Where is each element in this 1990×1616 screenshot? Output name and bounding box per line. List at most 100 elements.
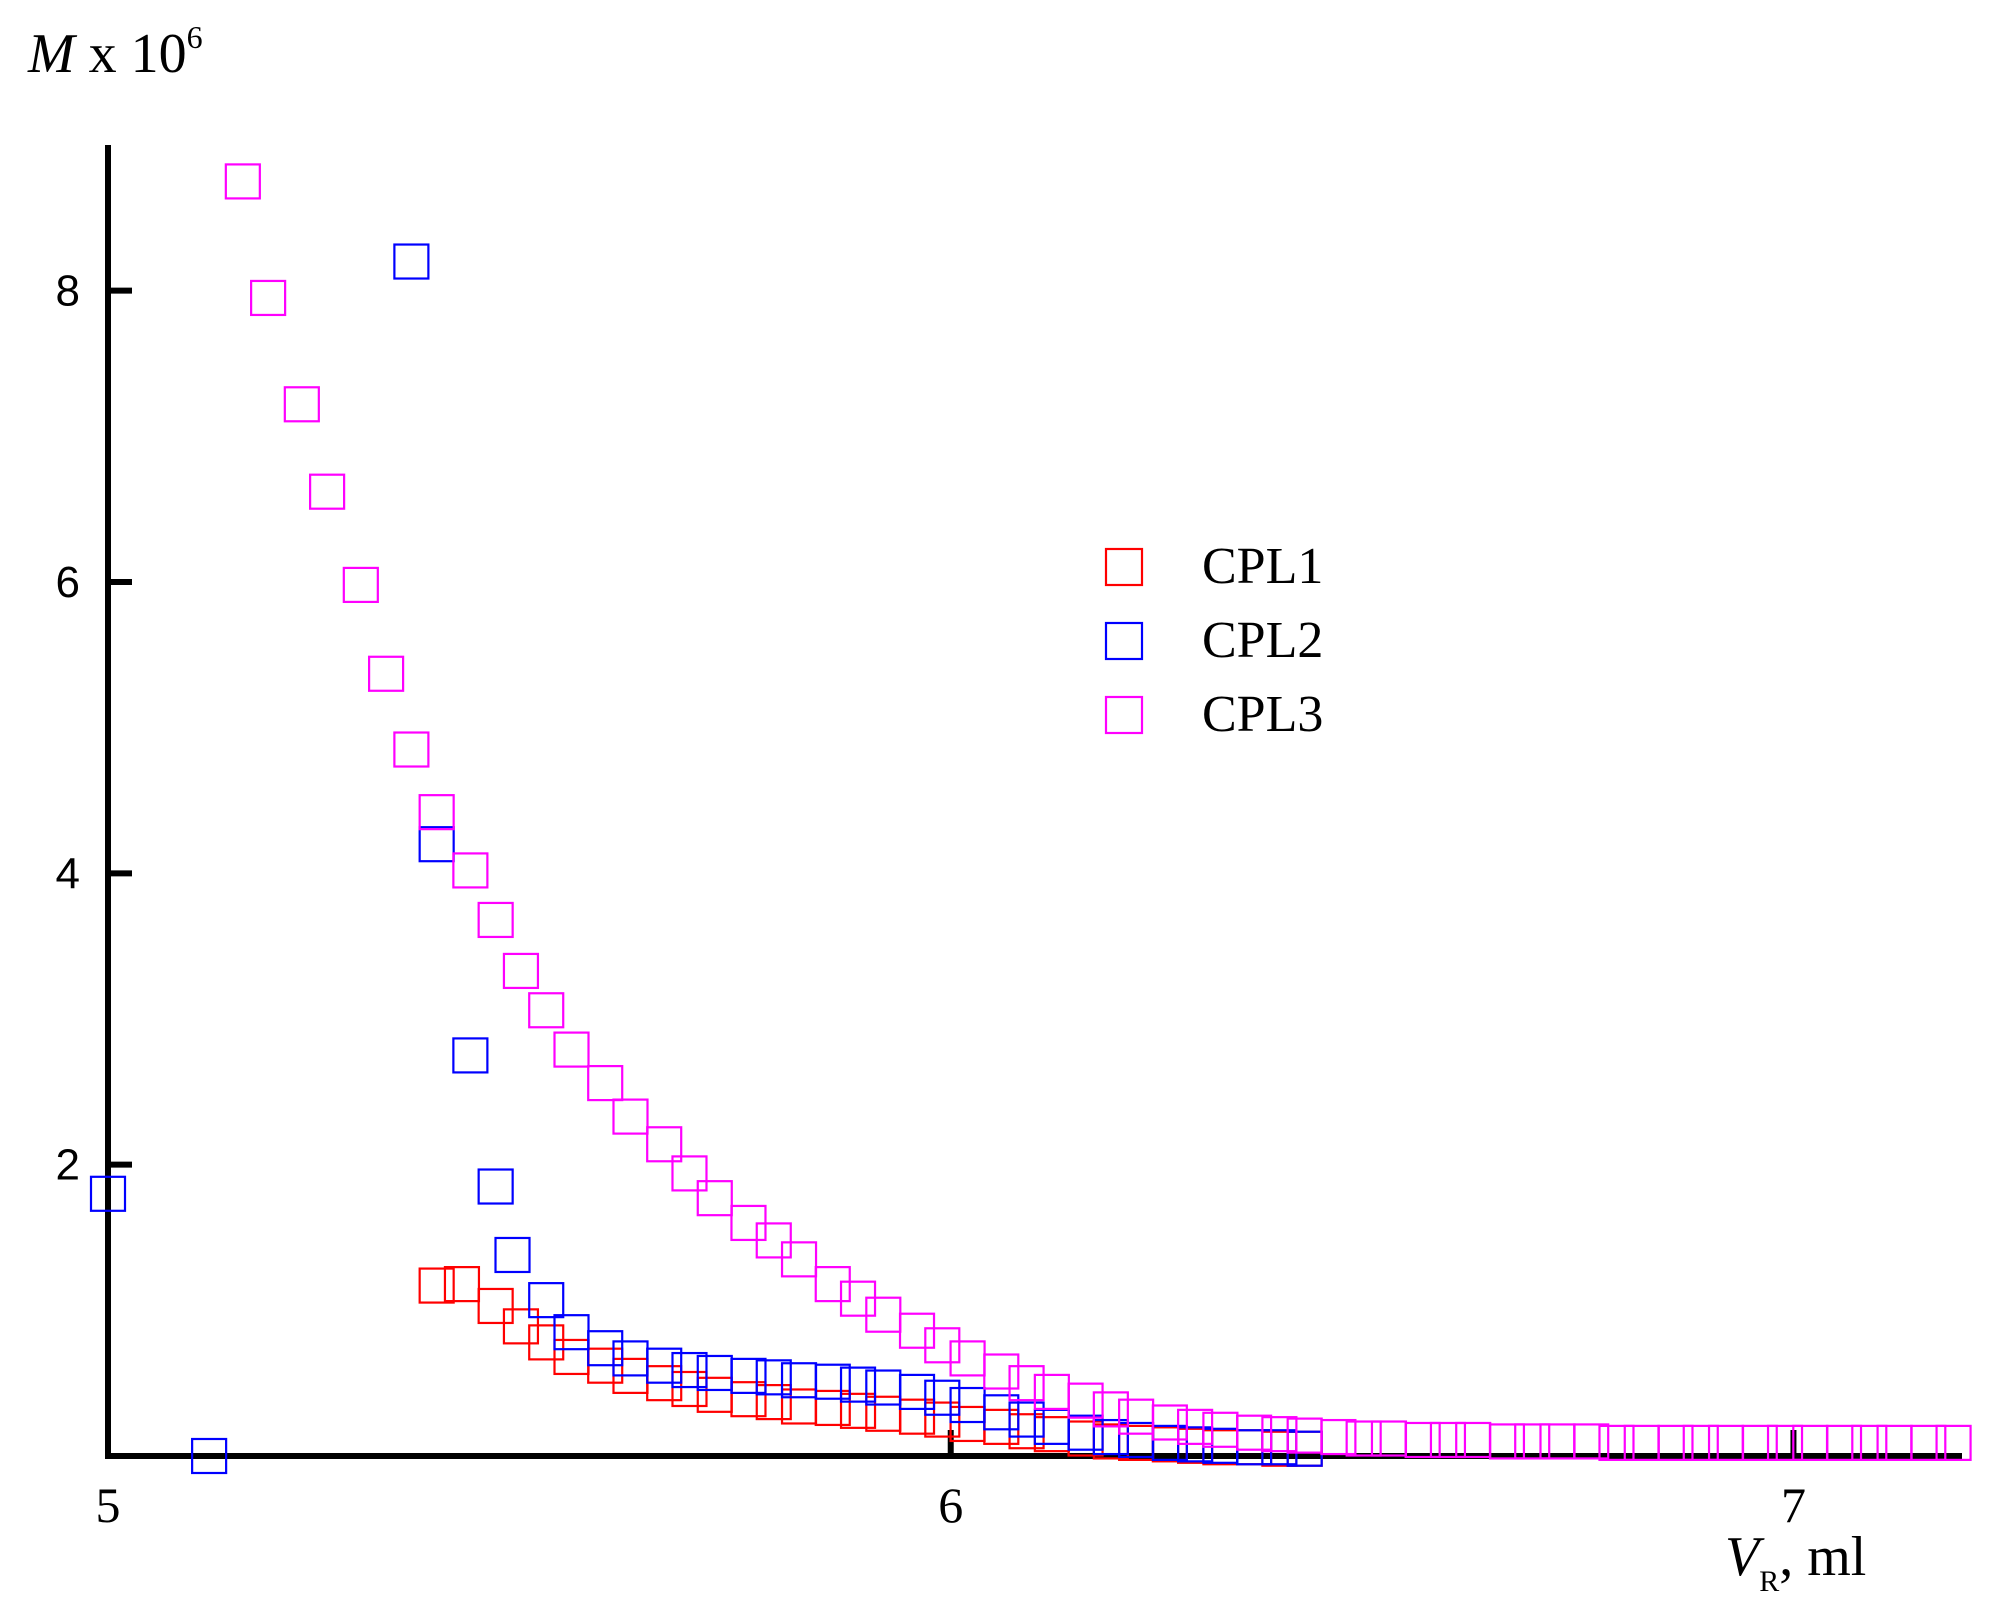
data-point <box>730 1357 767 1394</box>
data-point <box>443 1266 481 1303</box>
data-point <box>1067 1414 1104 1451</box>
data-point <box>1286 1430 1323 1467</box>
legend-label: CPL1 <box>1202 538 1323 595</box>
data-point <box>553 1314 590 1351</box>
data-point <box>418 794 455 831</box>
data-point <box>418 1267 455 1304</box>
data-point <box>1177 1408 1214 1445</box>
data-point <box>1261 1416 1298 1453</box>
data-point <box>1741 1424 1778 1461</box>
legend: CPL1 CPL2 CPL3 <box>1104 538 1323 743</box>
axes: 2 4 6 8 5 6 7 <box>56 145 1962 1533</box>
data-point <box>1151 1404 1188 1441</box>
data-point <box>1573 1423 1610 1460</box>
data-point <box>646 1347 683 1384</box>
data-point <box>671 1155 708 1192</box>
data-point <box>393 731 430 768</box>
y-axis-title-exponent: 6 <box>187 19 203 55</box>
y-tick-label: 2 <box>56 1141 80 1190</box>
data-point <box>898 1373 936 1411</box>
y-axis-title-var: M <box>27 23 78 85</box>
y-axis-title: M x 106 <box>27 19 203 85</box>
data-point <box>1008 1401 1045 1438</box>
data-point <box>528 1324 565 1361</box>
data-point <box>1092 1391 1129 1428</box>
legend-swatch <box>1104 547 1144 587</box>
data-point <box>1008 1365 1045 1402</box>
data-point <box>224 163 261 200</box>
data-point <box>1404 1421 1441 1459</box>
legend-label: CPL3 <box>1202 686 1323 743</box>
data-point <box>1851 1424 1888 1461</box>
data-point <box>671 1351 708 1389</box>
data-point <box>1825 1424 1863 1461</box>
data-point <box>309 473 346 510</box>
data-point <box>1236 1429 1273 1466</box>
data-point <box>494 1236 531 1274</box>
data-point <box>477 1287 514 1325</box>
data-point <box>1766 1424 1804 1461</box>
data-point <box>1345 1420 1382 1457</box>
data-point <box>587 1064 624 1102</box>
data-point <box>1370 1420 1408 1457</box>
data-point <box>1682 1424 1719 1461</box>
data-point <box>1092 1418 1129 1456</box>
data-point <box>839 1392 877 1429</box>
data-point <box>983 1394 1020 1431</box>
data-point <box>898 1398 936 1435</box>
data-point <box>814 1266 851 1303</box>
data-point <box>949 1386 986 1424</box>
x-axis-title-subscript: R <box>1759 1565 1779 1598</box>
data-point <box>865 1369 902 1406</box>
data-point <box>477 901 514 939</box>
data-point <box>250 279 287 317</box>
data-point <box>924 1327 961 1364</box>
data-point <box>1261 1429 1298 1466</box>
data-point <box>1286 1417 1323 1454</box>
data-point <box>1514 1423 1551 1460</box>
data-point <box>1455 1421 1492 1459</box>
data-point <box>1118 1398 1155 1435</box>
data-point <box>528 992 565 1029</box>
data-point <box>924 1401 961 1438</box>
data-point <box>1910 1424 1947 1461</box>
data-point <box>553 1031 590 1068</box>
data-point <box>814 1363 851 1400</box>
y-axis-title-rest: x 10 <box>75 23 187 85</box>
data-point <box>1320 1418 1357 1456</box>
data-point <box>89 1175 127 1212</box>
data-point <box>1033 1416 1070 1453</box>
x-tick-label: 7 <box>1781 1477 1806 1533</box>
data-point <box>755 1384 792 1421</box>
data-point <box>477 1168 514 1205</box>
data-point <box>1067 1382 1104 1419</box>
legend-label: CPL2 <box>1202 612 1323 669</box>
data-point <box>646 1126 683 1163</box>
data-point <box>612 1098 649 1135</box>
data-point <box>949 1340 986 1377</box>
data-point <box>1657 1424 1694 1461</box>
data-point <box>283 386 320 423</box>
data-point <box>191 1437 228 1475</box>
data-point <box>730 1381 767 1418</box>
data-point <box>983 1353 1020 1390</box>
data-point <box>1598 1424 1635 1461</box>
data-point <box>502 952 540 990</box>
data-point <box>814 1389 851 1427</box>
data-point <box>924 1379 961 1416</box>
data-point <box>418 826 455 863</box>
y-tick-label: 6 <box>56 558 80 607</box>
data-point <box>587 1330 624 1367</box>
data-point <box>368 655 405 692</box>
data-point <box>1236 1414 1273 1451</box>
series-CPL3 <box>224 163 1972 1461</box>
data-point <box>1236 1429 1273 1466</box>
data-point <box>1286 1430 1323 1467</box>
series-CPL2 <box>89 243 1323 1475</box>
legend-swatch <box>1104 621 1144 661</box>
data-point <box>755 1359 792 1396</box>
x-axis-title: VR, ml <box>1725 1526 1866 1598</box>
data-point <box>452 1037 489 1074</box>
y-tick-label: 8 <box>56 267 80 316</box>
data-point <box>1118 1421 1155 1459</box>
